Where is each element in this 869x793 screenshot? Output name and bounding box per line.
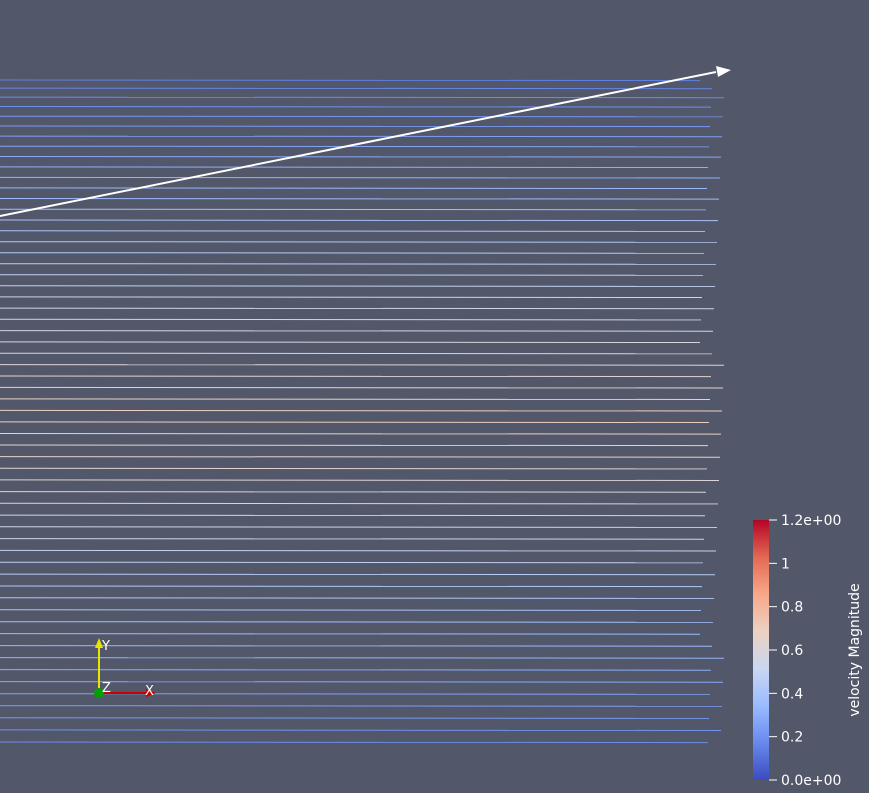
streamline: [0, 491, 707, 493]
streamline: [0, 176, 721, 179]
z-axis-label: Z: [102, 681, 111, 696]
scalar-bar-gradient[interactable]: [753, 520, 769, 780]
scalar-bar-tick-label: 0.6: [781, 643, 803, 659]
streamline: [0, 717, 710, 719]
streamline: [0, 241, 718, 243]
streamline: [0, 621, 714, 623]
streamline: [0, 433, 722, 435]
streamline: [0, 409, 723, 412]
streamline: [0, 330, 714, 332]
streamline: [0, 514, 706, 517]
streamline: [0, 421, 710, 423]
streamline: [0, 398, 711, 400]
x-axis-label: X: [145, 684, 154, 699]
scalar-bar-tick-label: 1: [781, 556, 790, 572]
streamline: [0, 561, 704, 564]
streamline: [0, 573, 716, 576]
streamline: [0, 502, 719, 505]
streamline: [0, 741, 709, 744]
y-axis-label: Y: [101, 639, 110, 654]
streamline: [0, 208, 707, 211]
streamline: [0, 156, 722, 158]
streamline: [0, 375, 712, 378]
streamlines: [0, 79, 725, 744]
streamline: [0, 597, 715, 599]
streamline: [0, 79, 701, 82]
streamline: [0, 609, 702, 611]
probe-line[interactable]: [0, 71, 717, 217]
scalar-bar-tick-label: 1.2e+00: [781, 513, 841, 529]
streamline: [0, 115, 724, 118]
streamline: [0, 669, 712, 671]
streamline: [0, 96, 725, 99]
streamline: [0, 87, 713, 90]
streamline: [0, 230, 706, 232]
streamline: [0, 681, 724, 683]
streamline: [0, 467, 708, 470]
streamline: [0, 187, 708, 189]
streamline: [0, 585, 703, 588]
scalar-bar-ticks: 1.2e+00 1 0.8 0.6 0.4 0.2 0.0e+00: [769, 513, 841, 789]
streamline: [0, 219, 719, 222]
scalar-bar-tick-label: 0.2: [781, 730, 803, 746]
streamline: [0, 456, 721, 458]
streamline: [0, 444, 709, 447]
streamline: [0, 106, 712, 108]
streamline: [0, 526, 718, 528]
z-axis-dot: [94, 688, 104, 698]
streamline: [0, 296, 703, 298]
probe-line-arrow[interactable]: [0, 66, 731, 217]
x-axis-arrow-icon: [146, 689, 156, 697]
streamline: [0, 549, 717, 552]
orientation-axes: Y X Z: [94, 638, 156, 699]
streamline: [0, 352, 713, 355]
streamline: [0, 198, 720, 200]
streamline: [0, 341, 701, 343]
scalar-bar[interactable]: 1.2e+00 1 0.8 0.6 0.4 0.2 0.0e+00 velocity Mag…: [753, 513, 863, 789]
streamline: [0, 729, 722, 731]
y-axis-arrow-icon: [95, 638, 103, 648]
streamline: [0, 307, 715, 310]
streamline: [0, 364, 725, 366]
scalar-bar-tick-label: 0.4: [781, 686, 803, 702]
streamline: [0, 479, 720, 481]
streamline: [0, 318, 702, 321]
streamline: [0, 125, 711, 128]
streamline: [0, 645, 713, 647]
streamline: [0, 285, 716, 287]
streamline: [0, 135, 723, 138]
streamline: [0, 263, 717, 265]
streamline: [0, 657, 725, 659]
streamline: [0, 274, 704, 276]
streamline: [0, 705, 723, 707]
streamline: [0, 633, 701, 635]
streamline: [0, 145, 710, 148]
scalar-bar-title: velocity Magnitude: [847, 583, 863, 716]
streamline: [0, 386, 724, 389]
arrow-head-icon[interactable]: [716, 66, 731, 77]
scalar-bar-tick-label: 0.0e+00: [781, 773, 841, 789]
streamline: [0, 252, 705, 254]
scalar-bar-tick-label: 0.8: [781, 600, 803, 616]
streamline: [0, 166, 709, 168]
streamline: [0, 538, 705, 540]
